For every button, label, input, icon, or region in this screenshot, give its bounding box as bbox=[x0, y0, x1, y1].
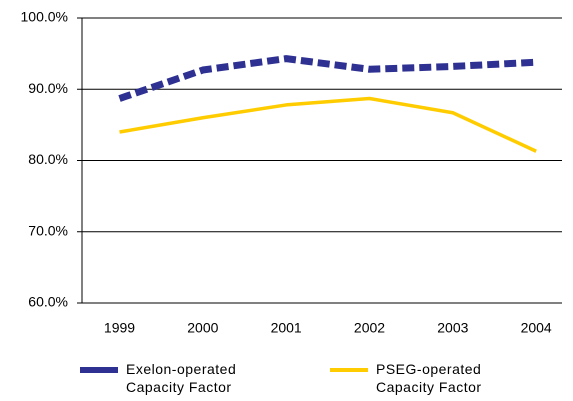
y-tick-label: 100.0% bbox=[21, 9, 68, 25]
x-tick-label: 2003 bbox=[437, 320, 468, 336]
y-tick-label: 60.0% bbox=[28, 294, 68, 310]
legend-label: PSEG-operated Capacity Factor bbox=[376, 361, 482, 395]
y-tick-label: 90.0% bbox=[28, 80, 68, 96]
x-tick-label: 2000 bbox=[187, 320, 218, 336]
x-tick-label: 1999 bbox=[104, 320, 135, 336]
legend-label: Exelon-operated Capacity Factor bbox=[126, 361, 236, 395]
x-tick-label: 2001 bbox=[271, 320, 302, 336]
y-tick-label: 80.0% bbox=[28, 151, 68, 167]
series-line bbox=[118, 55, 537, 102]
x-tick-label: 2004 bbox=[521, 320, 552, 336]
series-line bbox=[119, 96, 537, 153]
x-tick-label: 2002 bbox=[354, 320, 385, 336]
y-tick-label: 70.0% bbox=[28, 222, 68, 238]
